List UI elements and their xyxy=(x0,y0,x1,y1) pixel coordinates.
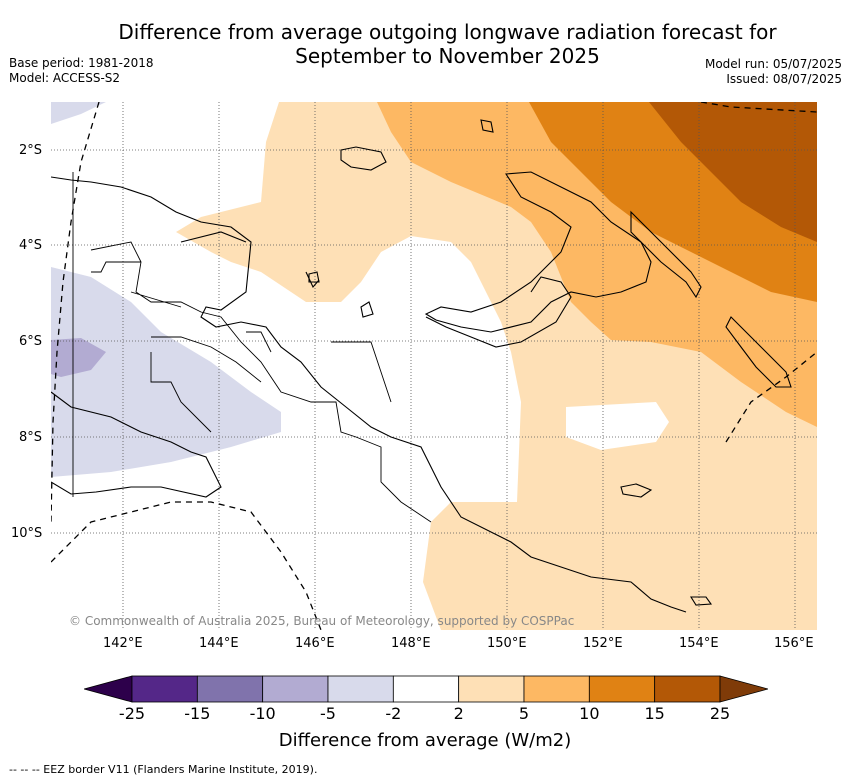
page-title: Difference from average outgoing longwav… xyxy=(60,20,835,68)
colorbar-label: Difference from average (W/m2) xyxy=(278,730,572,751)
eez-legend-note: -- -- -- EEZ border V11 (Flanders Marine… xyxy=(9,763,318,776)
colorbar-cell xyxy=(262,675,329,703)
lat-label: 4°S xyxy=(19,238,43,253)
anomaly-region-neg10-neg5 xyxy=(51,338,106,377)
colorbar-cell xyxy=(392,675,460,703)
lat-label: 8°S xyxy=(19,430,43,445)
lon-label: 146°E xyxy=(295,636,335,651)
colorbar-cell xyxy=(588,675,656,703)
colorbar-tick-label: -15 xyxy=(184,704,211,723)
colorbar-tick-label: -10 xyxy=(249,704,276,723)
lon-label: 152°E xyxy=(583,636,623,651)
issued-date: Issued: 08/07/2025 xyxy=(726,72,842,86)
new-ireland-coast xyxy=(630,210,702,299)
new-guinea-coast xyxy=(51,176,687,613)
colorbar-tick-label: -25 xyxy=(118,704,146,723)
colorbar-cell xyxy=(458,675,525,703)
eez-borders xyxy=(51,102,817,630)
bougainville-coast xyxy=(725,316,792,388)
lat-label: 10°S xyxy=(11,526,43,541)
lon-label: 142°E xyxy=(103,636,143,651)
colorbar-tick-label: -2 xyxy=(385,704,402,723)
title-line-1: Difference from average outgoing longwav… xyxy=(118,20,777,44)
colorbar-cell xyxy=(131,675,198,703)
manus-coast xyxy=(340,146,387,171)
lon-label: 144°E xyxy=(199,636,239,651)
meta-left: Base period: 1981-2018 Model: ACCESS-S2 xyxy=(9,56,154,86)
base-period: Base period: 1981-2018 xyxy=(9,56,154,70)
lat-label: 2°S xyxy=(19,143,43,158)
colorbar-cells xyxy=(84,675,768,703)
new-britain-coast xyxy=(424,171,652,333)
model-run: Model run: 05/07/2025 xyxy=(704,57,842,71)
title-line-2: September to November 2025 xyxy=(295,44,600,68)
anomaly-region-15-25 xyxy=(649,102,817,242)
islands xyxy=(308,119,713,606)
map-credit: © Commonwealth of Australia 2025, Bureau… xyxy=(69,614,575,628)
colorbar-cell xyxy=(196,675,264,703)
colorbar-tick-label: 5 xyxy=(518,704,530,723)
colorbar-tick-label: 25 xyxy=(709,704,731,723)
anomaly-region-neg5-neg2 xyxy=(51,267,281,477)
colorbar-tick-label: 10 xyxy=(579,704,600,723)
colorbar xyxy=(84,675,768,703)
colorbar-cell xyxy=(327,675,394,703)
model-name: Model: ACCESS-S2 xyxy=(9,71,121,85)
grid-lines xyxy=(51,102,817,630)
anomaly-region-neg5-neg2-top xyxy=(51,102,106,124)
colorbar-high-arrow xyxy=(719,675,768,703)
lon-label: 156°E xyxy=(774,636,814,651)
anomaly-hole xyxy=(566,402,669,450)
lon-label: 148°E xyxy=(391,636,431,651)
colorbar-cell xyxy=(523,675,590,703)
meta-right: Model run: 05/07/2025 Issued: 08/07/2025 xyxy=(705,57,842,87)
lon-label: 154°E xyxy=(679,636,719,651)
colorbar-tick-label: -5 xyxy=(320,704,336,723)
colorbar-low-arrow xyxy=(84,675,133,703)
colorbar-tick-label: 15 xyxy=(644,704,665,723)
province-borders xyxy=(72,172,432,523)
coastlines xyxy=(51,119,792,613)
colorbar-cell xyxy=(654,675,721,703)
forecast-map xyxy=(51,102,817,630)
lat-label: 6°S xyxy=(19,334,43,349)
lon-label: 150°E xyxy=(487,636,527,651)
colorbar-tick-label: 2 xyxy=(453,704,464,723)
